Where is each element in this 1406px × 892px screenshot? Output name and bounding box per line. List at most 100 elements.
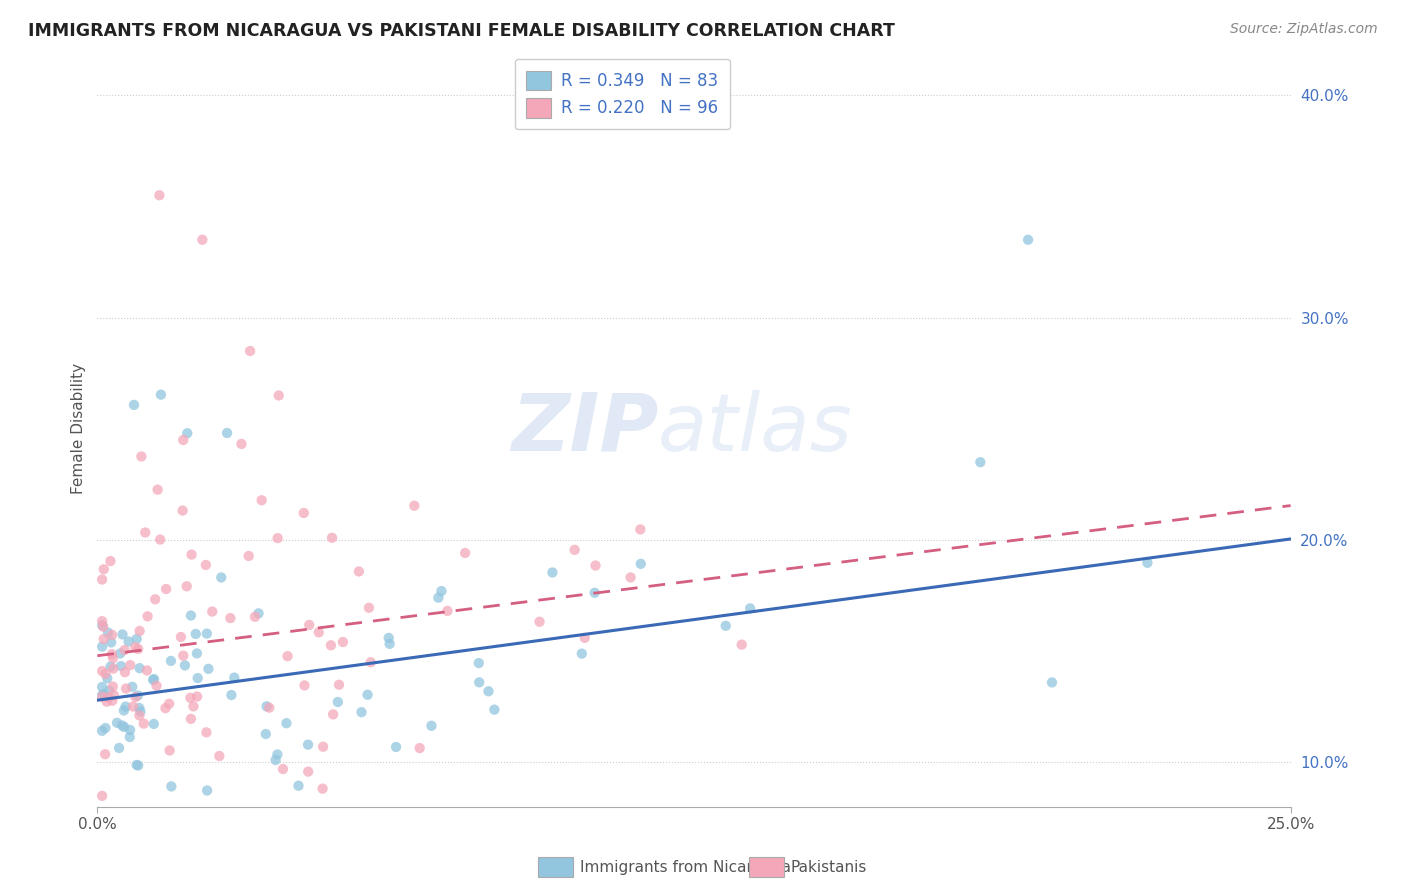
Point bbox=[91, 640, 114, 654]
Point bbox=[194, 558, 217, 572]
Point bbox=[266, 747, 288, 762]
Point bbox=[91, 690, 114, 704]
Point bbox=[174, 658, 197, 673]
Point bbox=[128, 624, 150, 638]
Point bbox=[149, 387, 172, 401]
Point bbox=[197, 662, 219, 676]
Point bbox=[125, 632, 148, 646]
Point bbox=[628, 523, 651, 537]
Point bbox=[328, 678, 350, 692]
Point bbox=[148, 188, 170, 202]
Point bbox=[103, 688, 125, 702]
Point bbox=[266, 531, 288, 545]
Point bbox=[160, 780, 183, 794]
Point bbox=[170, 630, 193, 644]
Point bbox=[257, 700, 280, 714]
Text: atlas: atlas bbox=[658, 390, 853, 467]
Point bbox=[298, 618, 321, 632]
Point bbox=[574, 631, 596, 645]
Point bbox=[172, 648, 194, 663]
Point bbox=[176, 426, 198, 441]
Point bbox=[131, 450, 153, 464]
Point bbox=[969, 455, 991, 469]
Point bbox=[271, 762, 294, 776]
Point bbox=[176, 579, 198, 593]
Point bbox=[101, 647, 124, 661]
Point bbox=[91, 723, 114, 738]
Point bbox=[108, 647, 131, 661]
Point bbox=[356, 688, 378, 702]
Point bbox=[326, 695, 349, 709]
Point bbox=[93, 687, 115, 701]
Point bbox=[312, 739, 335, 754]
Point bbox=[122, 699, 145, 714]
Point bbox=[128, 701, 150, 715]
Point bbox=[142, 717, 165, 731]
Point bbox=[105, 715, 128, 730]
Point bbox=[186, 690, 208, 704]
Point bbox=[360, 655, 382, 669]
Point bbox=[101, 651, 124, 665]
Point bbox=[91, 789, 114, 803]
Point bbox=[91, 688, 114, 702]
Point bbox=[125, 758, 148, 772]
Point bbox=[132, 716, 155, 731]
Point bbox=[145, 679, 167, 693]
Point bbox=[454, 546, 477, 560]
Point bbox=[108, 741, 131, 756]
Point bbox=[195, 783, 218, 797]
Point bbox=[124, 690, 146, 704]
Point bbox=[110, 659, 132, 673]
Point bbox=[91, 618, 114, 632]
Point bbox=[311, 781, 333, 796]
Point bbox=[172, 503, 194, 517]
Point bbox=[128, 708, 150, 723]
Text: Source: ZipAtlas.com: Source: ZipAtlas.com bbox=[1230, 22, 1378, 37]
Point bbox=[172, 433, 194, 447]
Point bbox=[619, 570, 641, 584]
Point bbox=[127, 642, 149, 657]
Point bbox=[187, 671, 209, 685]
Point bbox=[94, 747, 117, 762]
Point bbox=[155, 582, 177, 596]
Point bbox=[93, 562, 115, 576]
Point bbox=[101, 680, 124, 694]
Point bbox=[101, 694, 124, 708]
Point bbox=[180, 608, 202, 623]
Point bbox=[529, 615, 551, 629]
Point bbox=[1040, 675, 1063, 690]
Point bbox=[408, 741, 430, 756]
Point bbox=[112, 720, 135, 734]
Point bbox=[264, 753, 287, 767]
Point bbox=[357, 600, 380, 615]
Point bbox=[91, 573, 114, 587]
Point bbox=[238, 549, 260, 563]
Point bbox=[143, 592, 166, 607]
Point bbox=[127, 689, 149, 703]
Point bbox=[219, 611, 242, 625]
Point bbox=[97, 625, 120, 640]
Point bbox=[118, 730, 141, 744]
Point bbox=[1136, 556, 1159, 570]
Point bbox=[91, 664, 114, 678]
Point bbox=[96, 695, 118, 709]
Point bbox=[142, 673, 165, 687]
Point bbox=[571, 647, 593, 661]
Point bbox=[427, 591, 450, 605]
Point bbox=[404, 499, 426, 513]
Point bbox=[184, 627, 207, 641]
Point bbox=[101, 628, 124, 642]
Point bbox=[160, 654, 183, 668]
Point bbox=[585, 558, 607, 573]
Point bbox=[209, 570, 232, 584]
Point bbox=[91, 680, 114, 694]
Point bbox=[276, 716, 298, 731]
Point bbox=[247, 607, 270, 621]
Point bbox=[308, 625, 330, 640]
Text: IMMIGRANTS FROM NICARAGUA VS PAKISTANI FEMALE DISABILITY CORRELATION CHART: IMMIGRANTS FROM NICARAGUA VS PAKISTANI F… bbox=[28, 22, 896, 40]
Point bbox=[287, 779, 309, 793]
Point bbox=[322, 707, 344, 722]
Point bbox=[195, 626, 218, 640]
Point bbox=[111, 627, 134, 641]
Point bbox=[94, 667, 117, 681]
